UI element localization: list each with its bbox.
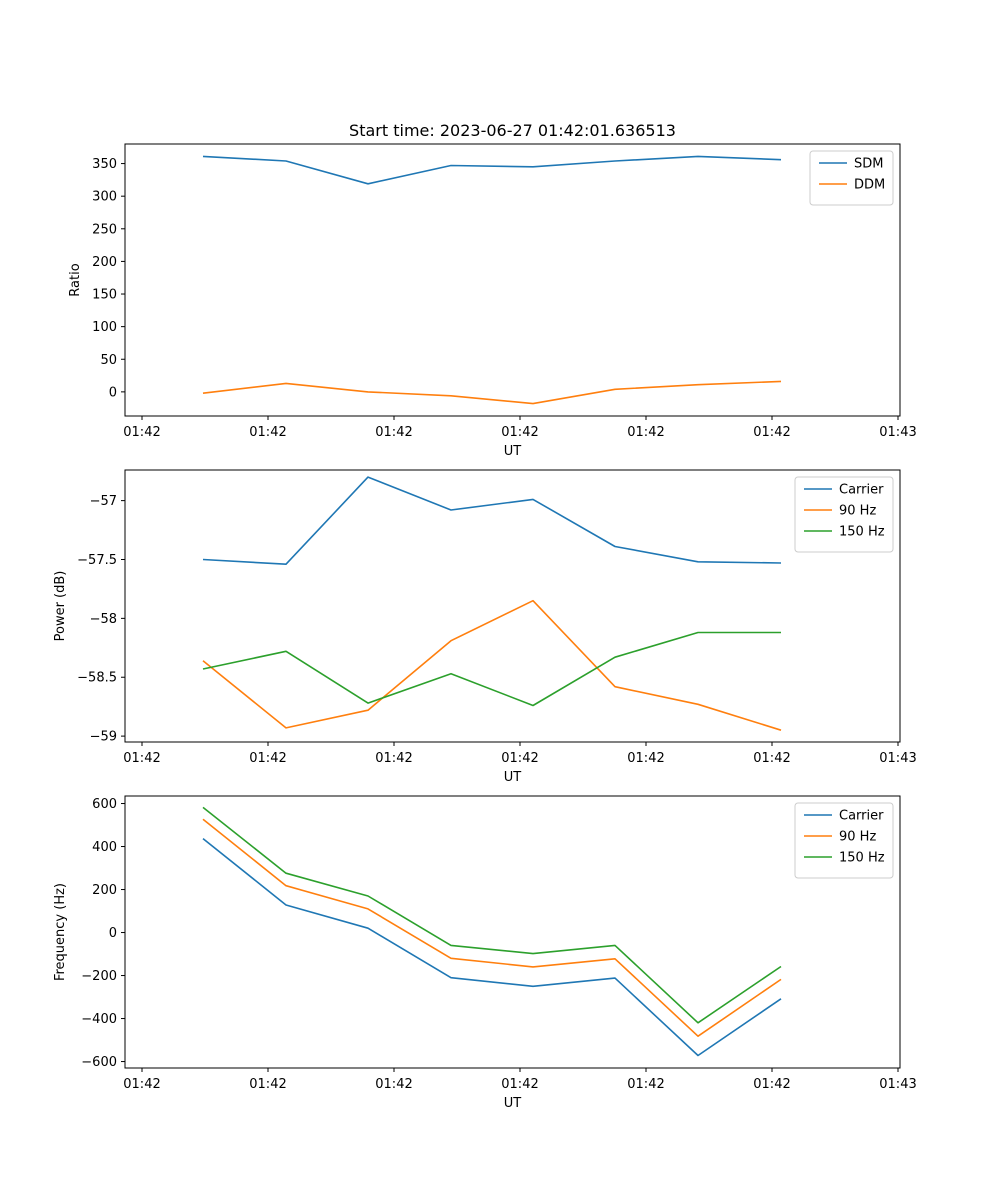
series-line-carrier: [202, 837, 782, 1057]
y-tick-label: 350: [92, 157, 117, 172]
y-axis-label: Ratio: [68, 263, 83, 296]
axes-frame: [124, 469, 901, 743]
y-tick-label: 50: [100, 353, 117, 368]
legend: Carrier 90 Hz 150 Hz: [794, 476, 894, 553]
series-line-sdm: [202, 155, 782, 185]
panel-1: 01:42 01:42 01:42 01:42 01:42 01:42 01:43 0 50 10…: [68, 121, 917, 459]
x-tick-label: 01:42: [627, 1077, 664, 1092]
series-line-ddm: [202, 380, 782, 405]
legend-label: 90 Hz: [839, 830, 876, 845]
legend-box: [809, 150, 894, 206]
y-axis-label: Power (dB): [53, 571, 68, 642]
y-tick-label: 200: [92, 255, 117, 270]
chart-title: Start time: 2023-06-27 01:42:01.636513: [349, 121, 676, 140]
x-tick-label: 01:42: [501, 751, 538, 766]
legend: SDM DDM: [809, 150, 894, 206]
legend-label: Carrier: [839, 809, 884, 824]
y-tick-label: 100: [92, 320, 117, 335]
x-tick-label: 01:43: [879, 1077, 916, 1092]
legend-box: [794, 476, 894, 553]
y-tick-label: 300: [92, 190, 117, 205]
y-tick-label: 200: [92, 883, 117, 898]
legend-box: [794, 802, 894, 879]
y-tick-label: 150: [92, 288, 117, 303]
series-line-carrier: [202, 476, 782, 566]
series-line-150-hz: [202, 806, 782, 1024]
x-axis-label: UT: [504, 770, 522, 785]
x-tick-label: 01:42: [375, 425, 412, 440]
x-tick-label: 01:42: [627, 751, 664, 766]
x-tick-label: 01:42: [375, 1077, 412, 1092]
y-tick-label: −59: [90, 730, 117, 745]
y-tick-label: 400: [92, 840, 117, 855]
series-line-90-hz: [202, 599, 782, 731]
axes-frame: [124, 143, 901, 417]
x-tick-label: 01:43: [879, 751, 916, 766]
x-tick-label: 01:42: [753, 425, 790, 440]
panel-3: 01:42 01:42 01:42 01:42 01:42 01:42 01:43 −600 −…: [53, 795, 917, 1111]
y-tick-label: −58: [90, 612, 117, 627]
x-tick-label: 01:42: [501, 1077, 538, 1092]
x-tick-label: 01:42: [123, 751, 160, 766]
y-tick-label: −600: [81, 1055, 117, 1070]
y-tick-label: 0: [109, 385, 117, 400]
y-tick-label: −58.5: [77, 671, 117, 686]
legend-label: 150 Hz: [839, 525, 885, 540]
axes-frame: [124, 795, 901, 1069]
y-tick-label: 0: [109, 926, 117, 941]
y-axis-label: Frequency (Hz): [53, 883, 68, 981]
x-tick-label: 01:42: [123, 425, 160, 440]
x-tick-label: 01:42: [123, 1077, 160, 1092]
y-tick-label: −400: [81, 1012, 117, 1027]
x-tick-label: 01:42: [627, 425, 664, 440]
legend-label: SDM: [854, 157, 883, 172]
x-tick-label: 01:43: [879, 425, 916, 440]
y-tick-label: −57: [90, 494, 117, 509]
legend-label: 150 Hz: [839, 851, 885, 866]
y-tick-label: 600: [92, 797, 117, 812]
y-tick-label: −200: [81, 969, 117, 984]
legend: Carrier 90 Hz 150 Hz: [794, 802, 894, 879]
series-line-150-hz: [202, 631, 781, 707]
series-line-90-hz: [202, 818, 782, 1037]
x-tick-label: 01:42: [375, 751, 412, 766]
panel-2: 01:42 01:42 01:42 01:42 01:42 01:42 01:43 −59 −5…: [53, 469, 917, 785]
x-tick-label: 01:42: [753, 751, 790, 766]
x-tick-label: 01:42: [501, 425, 538, 440]
x-axis-label: UT: [504, 1096, 522, 1111]
legend-label: Carrier: [839, 483, 884, 498]
x-axis-label: UT: [504, 444, 522, 459]
x-tick-label: 01:42: [753, 1077, 790, 1092]
x-tick-label: 01:42: [249, 1077, 286, 1092]
legend-label: 90 Hz: [839, 504, 876, 519]
legend-label: DDM: [854, 178, 885, 193]
y-tick-label: 250: [92, 222, 117, 237]
y-tick-label: −57.5: [77, 553, 117, 568]
x-tick-label: 01:42: [249, 425, 286, 440]
x-tick-label: 01:42: [249, 751, 286, 766]
